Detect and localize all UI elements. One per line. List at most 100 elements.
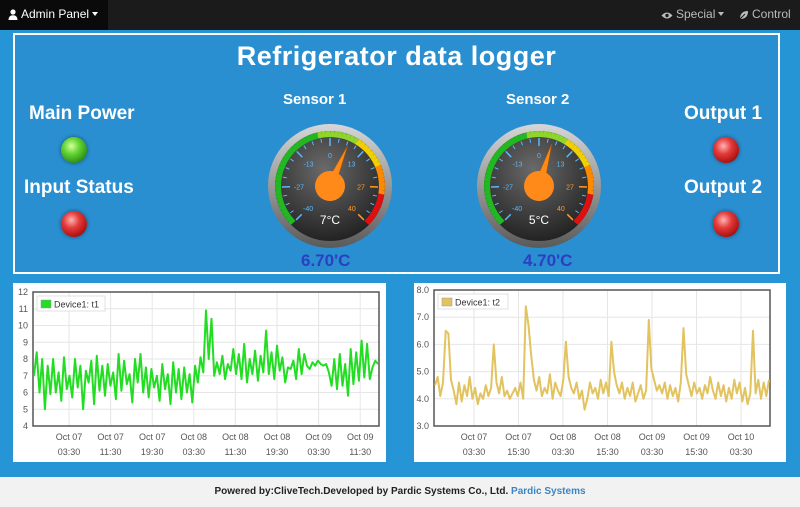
sensor2-reading: 4.70'C xyxy=(523,251,573,270)
plot-frame xyxy=(433,289,771,427)
gauge-minor-tick xyxy=(282,176,287,179)
x-tick-label: 03:30 xyxy=(307,447,330,457)
y-tick-label: 11 xyxy=(19,304,28,314)
gauge-band xyxy=(485,169,493,175)
x-tick-label: Oct 07 xyxy=(97,432,124,442)
gauge-tick-label: 40 xyxy=(557,206,565,213)
gauge-minor-tick xyxy=(575,158,579,162)
gauge-minor-tick xyxy=(370,167,375,170)
gauge-band xyxy=(494,150,503,158)
gauge-band xyxy=(279,161,287,168)
gauge-band xyxy=(490,157,498,164)
x-tick-label: 15:30 xyxy=(507,447,530,457)
gauge-band xyxy=(366,214,375,222)
gauge-band xyxy=(375,200,383,208)
gauge-band xyxy=(355,139,363,147)
gauge-band xyxy=(587,189,594,195)
input-status-indicator xyxy=(61,211,87,237)
gauge-band xyxy=(297,139,305,147)
gauge-minor-tick xyxy=(290,158,294,162)
gauge-tick-label: -27 xyxy=(503,185,513,192)
eye-icon xyxy=(661,12,673,19)
x-tick-label: 03:30 xyxy=(58,447,81,457)
gauge-tick-label: -13 xyxy=(512,162,522,169)
gauge-band xyxy=(333,131,339,138)
x-tick-label: 03:30 xyxy=(552,447,575,457)
gauge-minor-tick xyxy=(512,145,516,150)
control-label: Control xyxy=(752,7,791,21)
gauge-hub xyxy=(315,171,345,201)
x-tick-label: 15:30 xyxy=(596,447,619,457)
admin-panel-menu[interactable]: Admin Panel xyxy=(0,0,109,30)
legend-swatch xyxy=(40,299,52,309)
gauge-band xyxy=(575,214,584,222)
x-tick-label: 11:30 xyxy=(224,447,246,457)
gauge-band xyxy=(585,169,593,175)
x-tick-label: 03:30 xyxy=(730,447,753,457)
gauge-band xyxy=(377,193,385,199)
x-tick-label: Oct 08 xyxy=(222,432,249,442)
plot-frame xyxy=(32,291,380,427)
legend-label: Device1: t2 xyxy=(455,298,500,308)
page-title: Refrigerator data logger xyxy=(236,41,557,71)
gauge-band xyxy=(291,144,299,152)
gauge-minor-tick xyxy=(366,210,371,214)
sensor1-gauge: -40 -27 -13 0 13 27 40 7°C xyxy=(268,124,392,248)
sensor1-title: Sensor 1 xyxy=(283,91,347,108)
gauge-band xyxy=(281,157,289,164)
x-tick-label: Oct 07 xyxy=(139,432,166,442)
x-tick-label: Oct 07 xyxy=(56,432,83,442)
gauge-band xyxy=(277,164,285,172)
gauge-value-label: 7°C xyxy=(320,213,340,227)
gauge-hub xyxy=(524,171,554,201)
gauge-tick xyxy=(566,213,574,221)
gauge-minor-tick xyxy=(303,145,307,150)
leaf-icon xyxy=(739,11,748,20)
gauge-tick-label: 27 xyxy=(357,185,365,192)
x-tick-label: Oct 08 xyxy=(550,432,577,442)
chevron-down-icon xyxy=(718,12,725,16)
gauge-band xyxy=(378,189,385,195)
gauge-minor-tick xyxy=(494,167,499,170)
y-tick-label: 5 xyxy=(23,404,28,414)
user-icon xyxy=(8,9,18,20)
gauge-band xyxy=(485,197,493,203)
gauge-band xyxy=(573,147,581,155)
gauge-band xyxy=(281,207,289,215)
special-label: Special xyxy=(676,7,716,21)
gauge-band xyxy=(497,147,505,155)
gauge-tick-label: 0 xyxy=(537,153,541,160)
gauge-minor-tick xyxy=(581,194,587,197)
gauge-tick-label: 40 xyxy=(348,206,356,213)
gauge-minor-tick xyxy=(320,138,323,143)
gauge-minor-tick xyxy=(520,141,524,146)
gauge-band xyxy=(526,131,532,139)
gauge-band xyxy=(369,153,377,161)
footer-link[interactable]: Pardic Systems xyxy=(511,486,586,497)
gauge-tick-label: -40 xyxy=(303,206,313,213)
gauge-tick xyxy=(504,213,512,221)
gauge-band xyxy=(584,165,592,172)
gauge-band xyxy=(550,132,556,140)
gauge-minor-tick xyxy=(579,167,584,170)
chart-t1: 4 5 6 7 8 9 10 11 12 Oct 07 03:30 Oct 07 11:30 Oct 07… xyxy=(18,287,380,457)
gauge-band xyxy=(337,131,343,139)
main-power-label: Main Power xyxy=(29,103,135,124)
gauge-band xyxy=(584,200,592,208)
gauge-band xyxy=(514,135,521,143)
gauge-minor-tick xyxy=(499,158,503,162)
gauge-tick xyxy=(296,150,303,158)
control-link[interactable]: Control xyxy=(739,0,791,30)
gauge-tick xyxy=(505,150,512,158)
gauge-band xyxy=(301,137,309,145)
gauge-band xyxy=(369,211,377,219)
legend-box xyxy=(437,293,509,310)
gauge-minor-tick xyxy=(562,145,566,150)
top-navbar: Admin Panel Special Control xyxy=(0,0,800,31)
special-menu[interactable]: Special xyxy=(661,0,725,30)
gauge-band xyxy=(279,204,287,211)
gauge-tick-label: -13 xyxy=(303,162,313,169)
gauge-band xyxy=(582,161,590,168)
output2-indicator xyxy=(713,211,739,237)
gauge-band xyxy=(341,132,347,140)
